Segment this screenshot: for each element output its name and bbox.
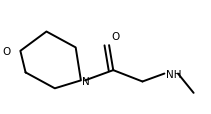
Text: N: N — [82, 76, 90, 86]
Text: O: O — [111, 32, 119, 42]
Text: NH: NH — [166, 69, 181, 79]
Text: O: O — [3, 46, 11, 56]
